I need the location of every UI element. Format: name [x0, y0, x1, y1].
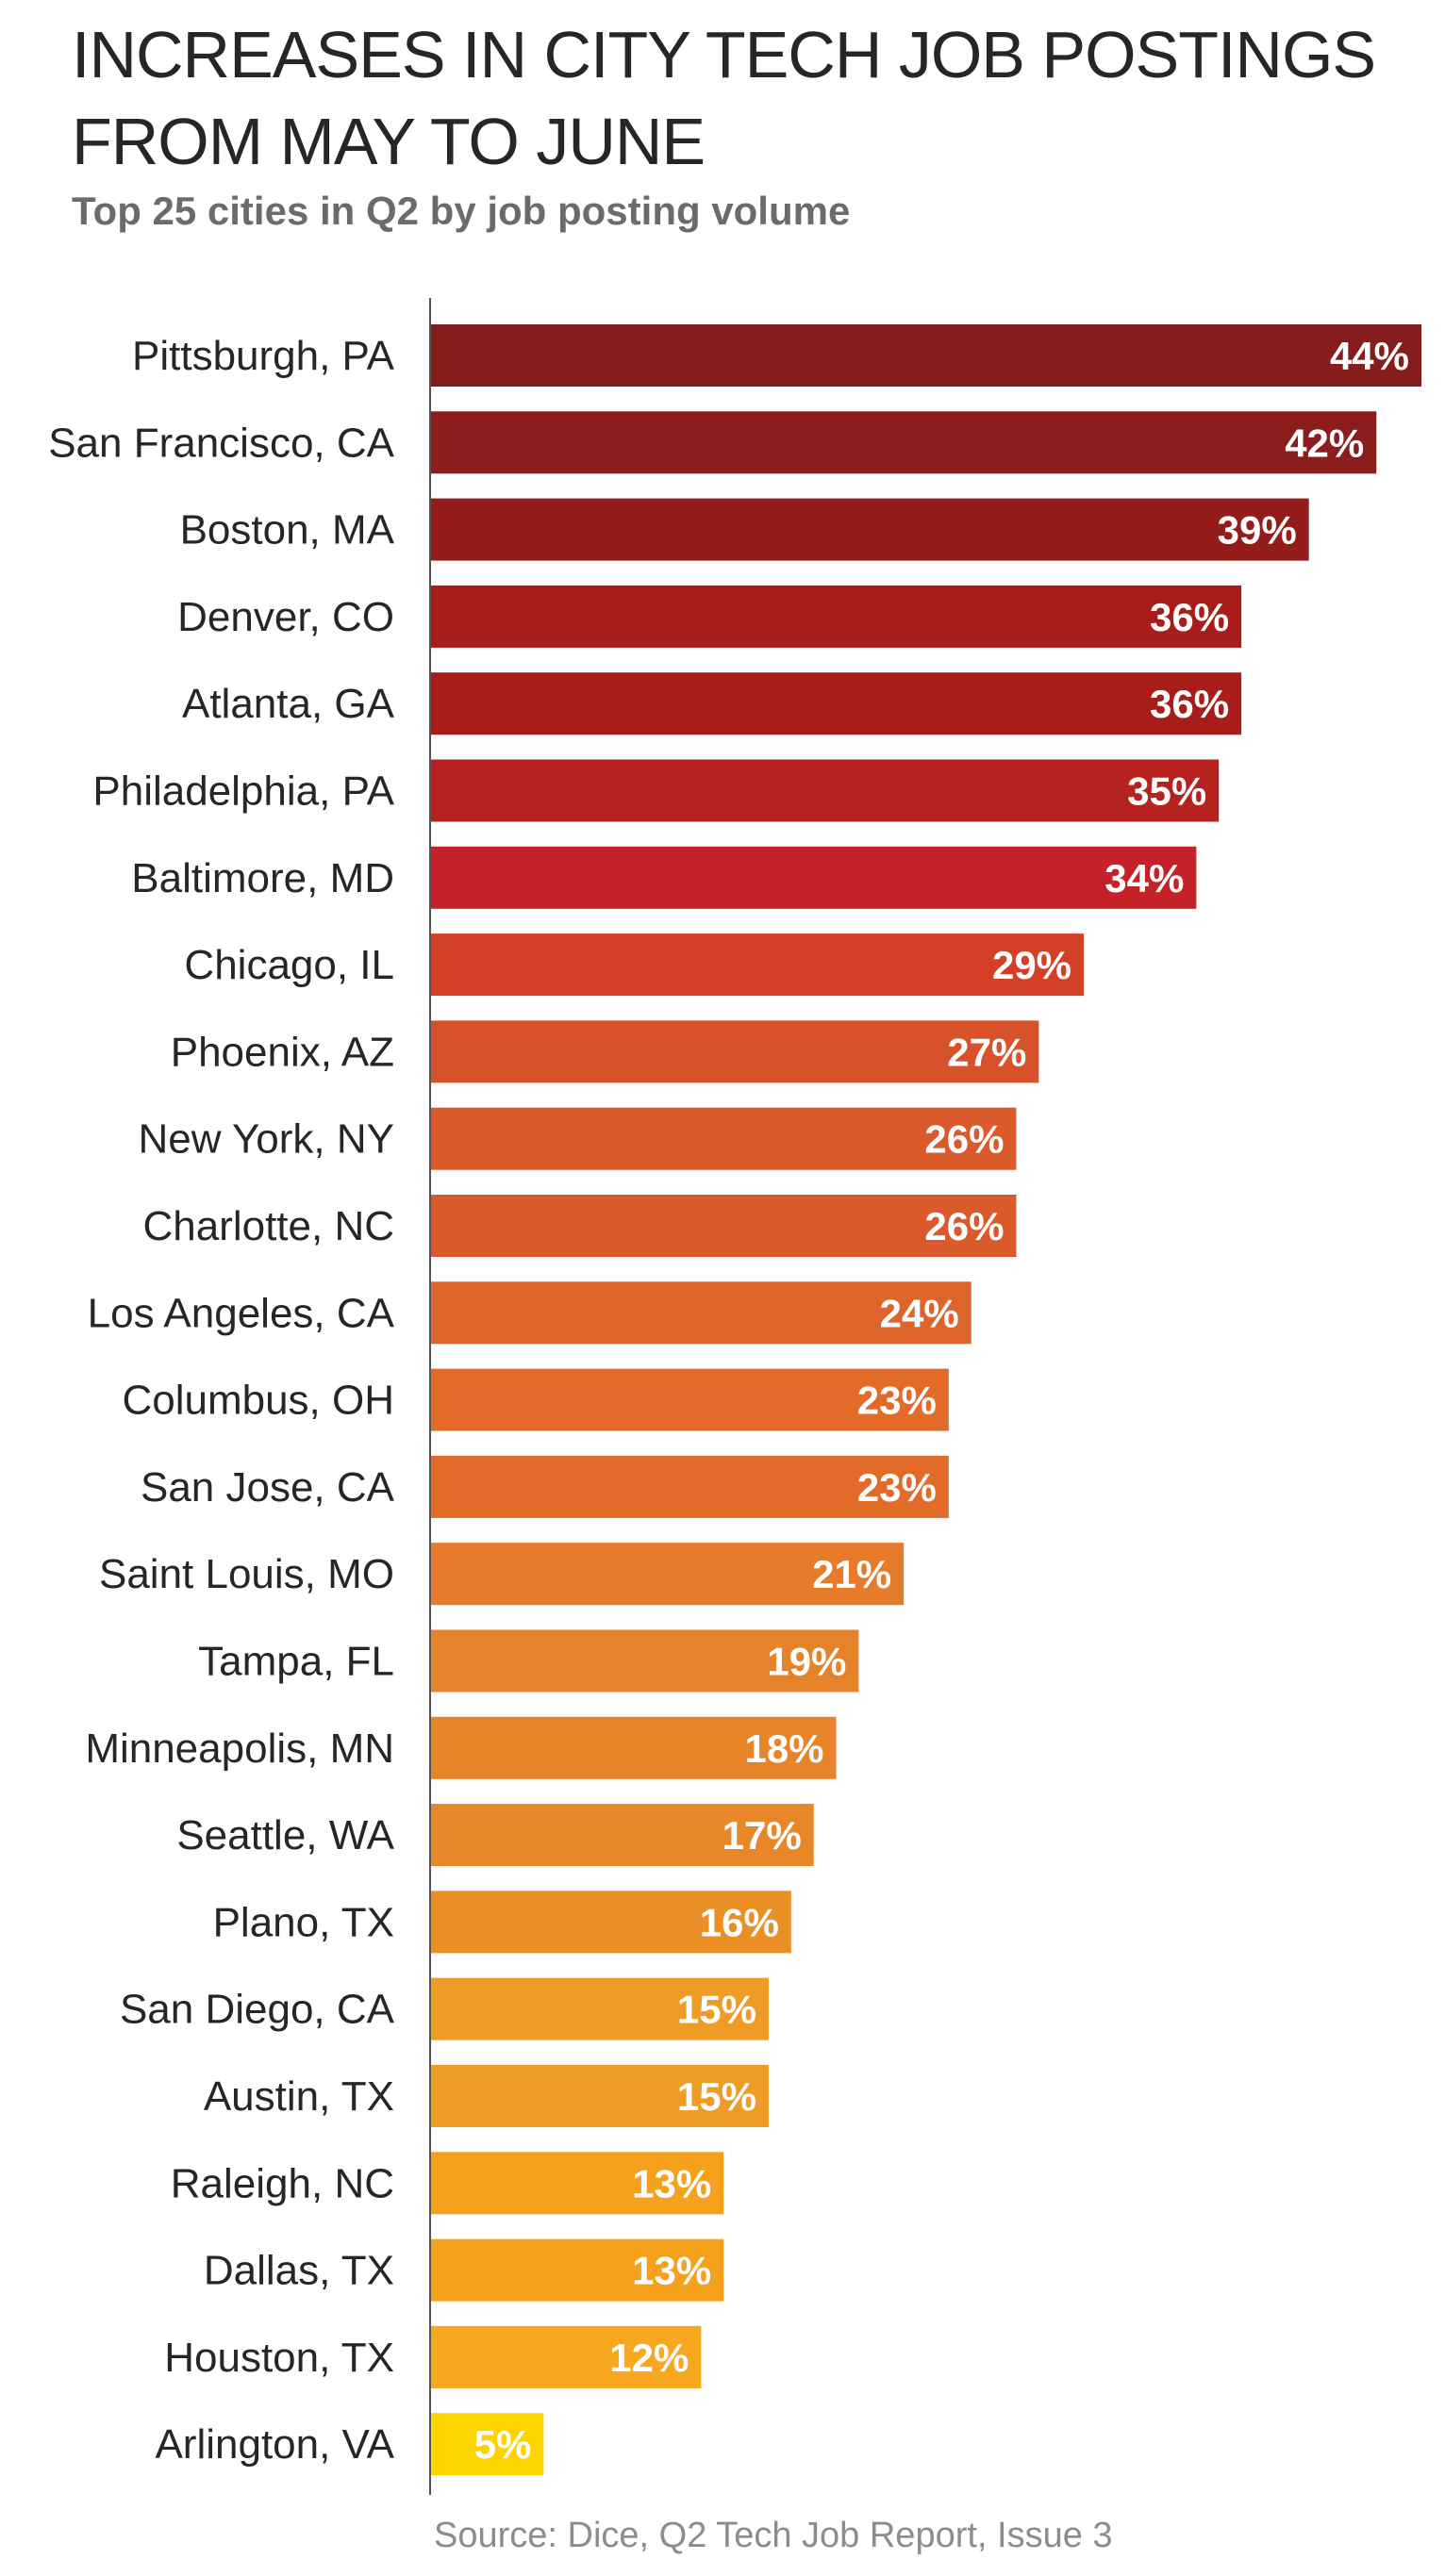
- value-label: 24%: [880, 1291, 959, 1335]
- value-label: 21%: [812, 1552, 891, 1596]
- value-label: 16%: [700, 1900, 779, 1944]
- category-label: Columbus, OH: [122, 1378, 394, 1424]
- chart-title: INCREASES IN CITY TECH JOB POSTINGS FROM…: [72, 18, 1376, 178]
- value-label: 17%: [722, 1813, 802, 1858]
- value-label: 13%: [632, 2161, 711, 2205]
- value-label: 19%: [767, 1640, 846, 1684]
- bar: [431, 2325, 702, 2388]
- value-label: 23%: [857, 1465, 937, 1510]
- value-label: 29%: [992, 943, 1071, 987]
- chart-subtitle: Top 25 cities in Q2 by job posting volum…: [72, 189, 851, 233]
- bar: [431, 1804, 814, 1867]
- bar: [431, 2413, 544, 2476]
- bar: [431, 2238, 724, 2302]
- bar: [431, 759, 1220, 822]
- value-label: 23%: [857, 1379, 937, 1423]
- bar: [431, 1629, 859, 1693]
- category-label: Saint Louis, MO: [99, 1551, 394, 1597]
- bar: [431, 1891, 791, 1954]
- category-label: New York, NY: [139, 1116, 394, 1163]
- value-label: 36%: [1150, 595, 1229, 639]
- value-label: 34%: [1105, 856, 1184, 900]
- bar: [431, 1107, 1017, 1170]
- bars-group: Pittsburgh, PA 44% San Francisco, CA 42% Bos…: [48, 324, 1421, 2476]
- bar-chart: Pittsburgh, PA 44% San Francisco, CA 42% Bos…: [48, 298, 1421, 2495]
- bar: [431, 933, 1085, 997]
- category-label: Dallas, TX: [204, 2248, 394, 2294]
- value-label: 26%: [924, 1117, 1004, 1162]
- bar: [431, 1716, 837, 1779]
- category-label: Seattle, WA: [176, 1812, 394, 1858]
- category-label: Charlotte, NC: [142, 1203, 394, 1249]
- category-label: San Jose, CA: [141, 1464, 395, 1511]
- bar: [431, 1543, 905, 1606]
- bar: [431, 1020, 1039, 1083]
- bar: [431, 1195, 1017, 1257]
- category-label: Atlanta, GA: [182, 681, 395, 727]
- category-label: Tampa, FL: [198, 1639, 394, 1685]
- category-label: Pittsburgh, PA: [132, 333, 395, 379]
- category-label: Austin, TX: [204, 2073, 394, 2120]
- value-label: 5%: [474, 2422, 532, 2467]
- value-label: 36%: [1150, 682, 1229, 726]
- category-label: Philadelphia, PA: [92, 768, 394, 815]
- bar: [431, 2152, 724, 2215]
- category-label: Boston, MA: [180, 507, 395, 553]
- bar: [431, 585, 1242, 648]
- value-label: 39%: [1218, 508, 1297, 553]
- category-label: Arlington, VA: [155, 2421, 394, 2468]
- bar: [431, 846, 1197, 909]
- bar: [431, 672, 1242, 735]
- bar: [431, 1281, 972, 1345]
- value-label: 12%: [609, 2336, 689, 2380]
- source-note: Source: Dice, Q2 Tech Job Report, Issue …: [434, 2516, 1113, 2555]
- category-label: Minneapolis, MN: [85, 1726, 394, 1772]
- value-label: 15%: [677, 2074, 756, 2119]
- bar: [431, 1455, 949, 1518]
- bar: [431, 1977, 769, 2040]
- category-label: Baltimore, MD: [131, 855, 394, 901]
- category-label: Phoenix, AZ: [171, 1029, 394, 1075]
- category-label: San Francisco, CA: [48, 420, 394, 466]
- category-label: San Diego, CA: [120, 1987, 395, 2033]
- value-label: 18%: [744, 1726, 823, 1771]
- bar: [431, 324, 1421, 387]
- value-label: 44%: [1330, 334, 1409, 378]
- value-label: 35%: [1127, 769, 1206, 814]
- category-label: Denver, CO: [177, 594, 394, 640]
- bar: [431, 498, 1309, 561]
- category-label: Raleigh, NC: [171, 2160, 394, 2206]
- category-label: Chicago, IL: [184, 942, 394, 988]
- category-label: Houston, TX: [164, 2335, 394, 2381]
- value-label: 27%: [947, 1030, 1026, 1074]
- bar: [431, 2065, 769, 2127]
- value-label: 42%: [1285, 421, 1364, 465]
- bar: [431, 1368, 949, 1431]
- bar: [431, 411, 1377, 474]
- value-label: 26%: [924, 1204, 1004, 1248]
- category-label: Los Angeles, CA: [88, 1290, 395, 1336]
- value-label: 15%: [677, 1988, 756, 2032]
- category-label: Plano, TX: [213, 1899, 394, 1945]
- value-label: 13%: [632, 2249, 711, 2293]
